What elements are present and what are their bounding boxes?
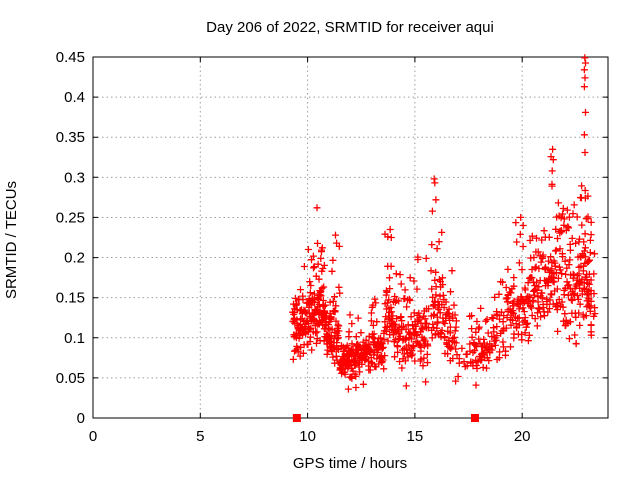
y-tick-label: 0.4 xyxy=(64,89,85,106)
plot-border xyxy=(92,56,609,419)
y-tick-labels: 0 0.05 0.1 0.15 0.2 0.25 0.3 0.35 0.4 0.45 xyxy=(56,49,85,427)
y-tick-label: 0 xyxy=(77,410,85,427)
y-tick-label: 0.1 xyxy=(64,330,85,347)
x-tick-label: 10 xyxy=(299,428,316,445)
y-tick-label: 0.3 xyxy=(64,169,85,186)
x-tick-label: 20 xyxy=(514,428,531,445)
y-tick-label: 0.05 xyxy=(56,370,85,387)
x-tick-label: 0 xyxy=(89,428,97,445)
x-tick-labels: 0 5 10 15 20 xyxy=(89,428,531,445)
x-axis-label: GPS time / hours xyxy=(293,455,407,472)
x-tick-label: 5 xyxy=(196,428,204,445)
y-tick-label: 0.35 xyxy=(56,129,85,146)
y-tick-label: 0.25 xyxy=(56,209,85,226)
y-axis-label: SRMTID / TECUs xyxy=(3,181,20,299)
zero-value-marker xyxy=(470,414,479,422)
zero-value-marker xyxy=(292,414,301,422)
y-tick-label: 0.15 xyxy=(56,290,85,307)
x-tick-label: 15 xyxy=(407,428,424,445)
zero-value-markers xyxy=(292,414,479,422)
y-tick-label: 0.2 xyxy=(64,250,85,267)
y-tick-label: 0.45 xyxy=(56,49,85,66)
chart-title: Day 206 of 2022, SRMTID for receiver aqu… xyxy=(206,19,494,36)
grid-lines xyxy=(93,57,608,418)
data-points xyxy=(289,54,599,393)
